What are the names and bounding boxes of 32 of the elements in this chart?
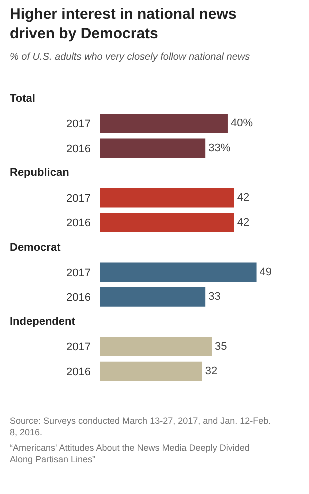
y-tick-label: 2016	[66, 366, 91, 378]
bar	[100, 213, 234, 233]
data-label: 42	[237, 192, 250, 204]
source-note: Source: Surveys conducted March 13-27, 2017, and Jan. 12-Feb. 8, 2016.	[10, 416, 272, 438]
data-label: 35	[214, 340, 228, 353]
bar	[100, 337, 212, 356]
text: Total	[10, 93, 36, 105]
bar	[100, 138, 206, 158]
text: Republican	[10, 167, 70, 179]
data-label: 42	[237, 216, 250, 229]
bar	[100, 188, 234, 208]
y-tick-label: 2016	[66, 218, 91, 230]
y-tick-label: 2017	[66, 192, 91, 205]
data-label: 33	[208, 291, 221, 304]
y-tick-label: 2016	[66, 292, 91, 304]
bar	[100, 114, 228, 134]
bar	[100, 288, 206, 307]
data-label: 32	[205, 366, 218, 378]
y-tick-label: 2016	[66, 143, 91, 156]
data-label: 40%	[230, 118, 254, 130]
y-tick-label: 2017	[66, 118, 91, 131]
chart-subtitle: % of U.S. adults who very closely follow national news	[10, 52, 250, 63]
text: Independent	[10, 316, 76, 328]
chart-title: Higher interest in national news driven by Democrats	[10, 6, 237, 42]
y-tick-label: 2017	[66, 342, 91, 354]
text: “Americans' Attitudes About the News Media Deeply Divided Along Partisan Lines”	[10, 443, 250, 465]
data-label: 33%	[208, 142, 231, 154]
y-tick-label: 2017	[66, 267, 91, 280]
text: Democrat	[10, 242, 62, 254]
data-label: 49	[260, 266, 272, 278]
bar	[100, 262, 257, 282]
bar	[100, 362, 202, 382]
